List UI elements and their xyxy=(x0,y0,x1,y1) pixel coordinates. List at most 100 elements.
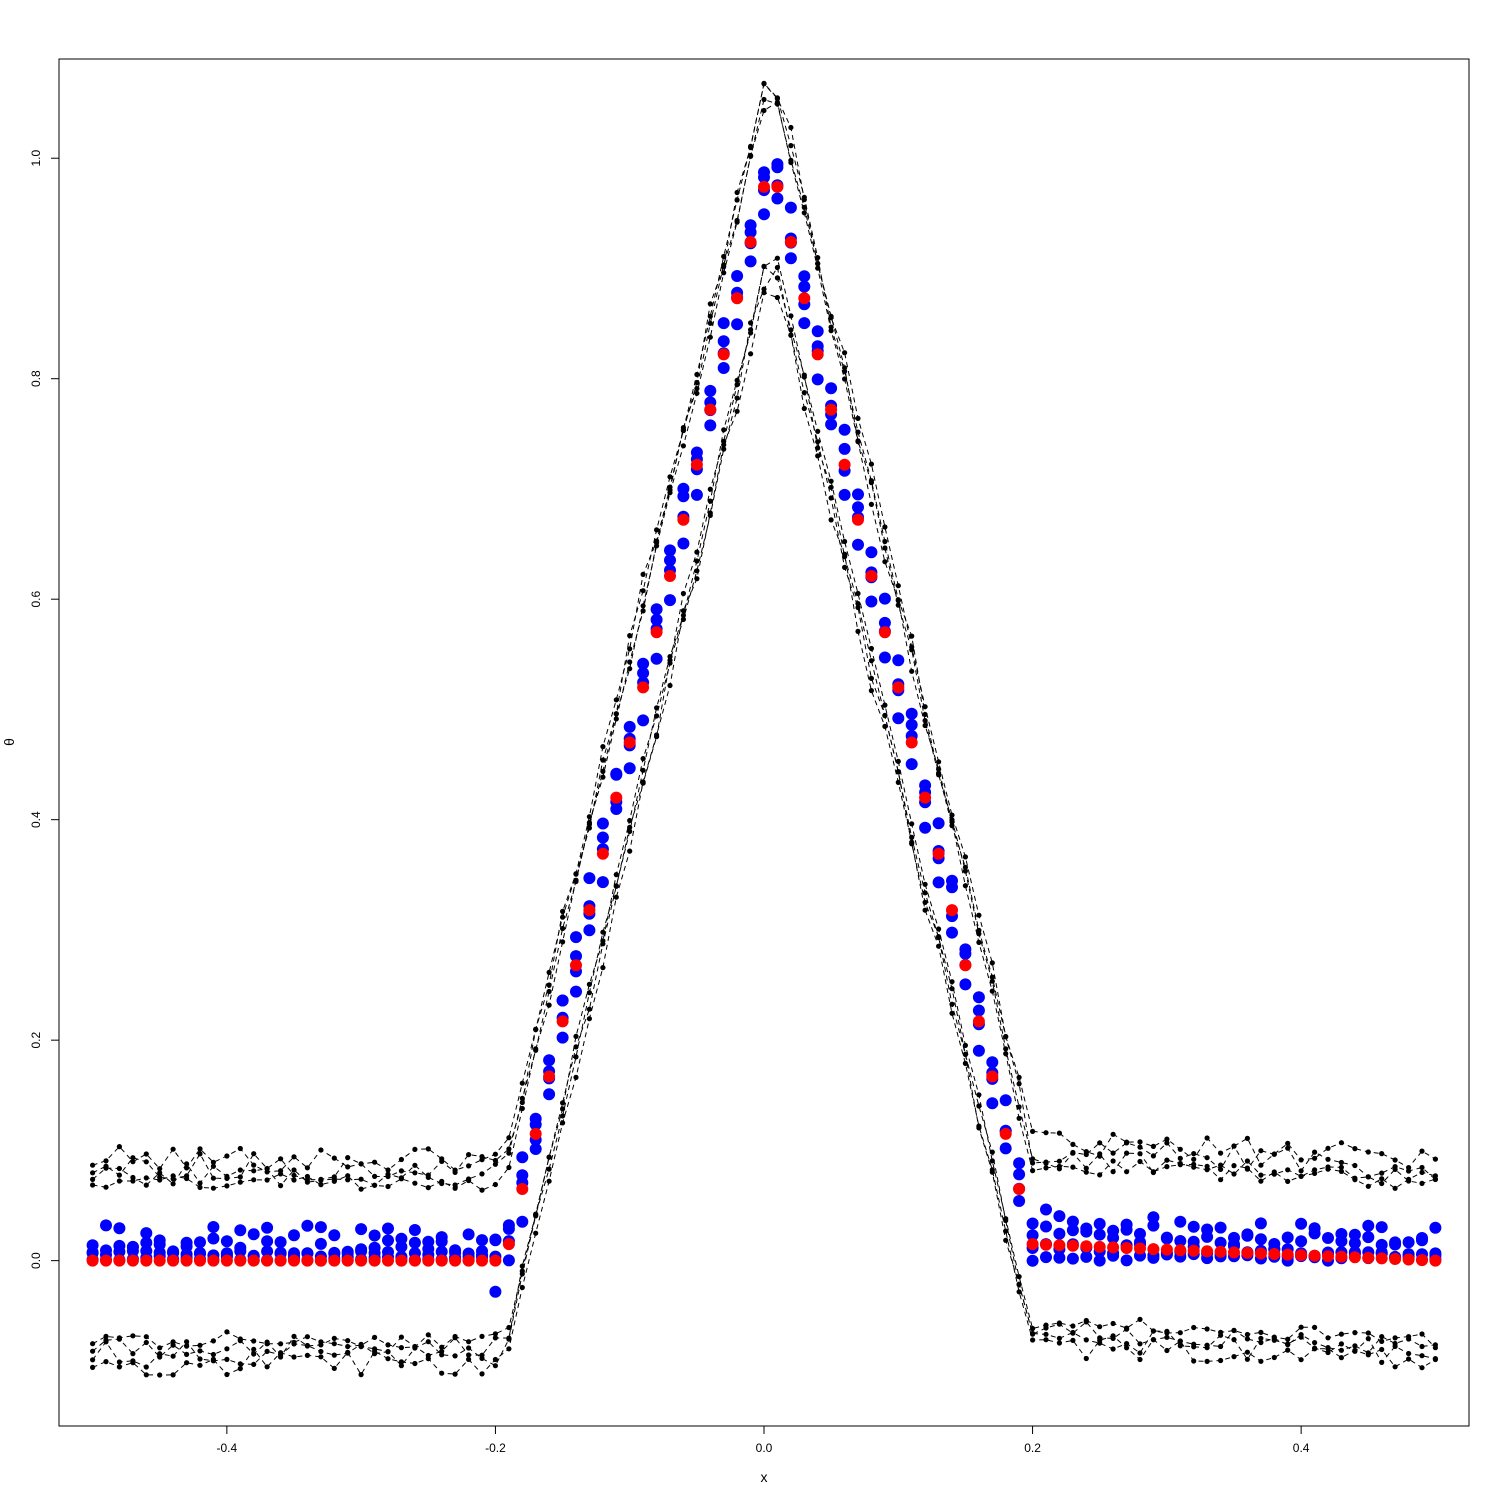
band-point xyxy=(1124,1326,1130,1332)
band-point xyxy=(1338,1331,1344,1337)
band-point xyxy=(398,1168,404,1174)
band-point xyxy=(331,1155,337,1161)
band-point xyxy=(1150,1143,1156,1149)
band-point xyxy=(788,327,794,333)
band-point xyxy=(895,583,901,589)
band-point xyxy=(721,427,727,433)
true-point xyxy=(1375,1252,1388,1265)
band-point xyxy=(882,712,888,718)
band-point xyxy=(1083,1165,1089,1171)
band-point xyxy=(358,1372,364,1378)
estimate-point xyxy=(596,831,609,844)
true-point xyxy=(1174,1244,1187,1257)
band-point xyxy=(560,939,566,945)
x-tick-label: 0.4 xyxy=(1293,1441,1310,1455)
band-point xyxy=(398,1345,404,1351)
band-point xyxy=(412,1180,418,1186)
band-point xyxy=(761,263,767,269)
band-point xyxy=(1070,1329,1076,1336)
true-point xyxy=(1228,1246,1240,1259)
true-point xyxy=(1281,1248,1294,1261)
x-tick-label: 0.2 xyxy=(1024,1441,1041,1455)
estimate-point xyxy=(677,482,690,495)
estimate-point xyxy=(234,1224,247,1237)
true-point xyxy=(650,626,663,639)
band-point xyxy=(210,1159,216,1165)
estimate-point xyxy=(704,419,717,432)
true-point xyxy=(1254,1247,1267,1260)
band-point xyxy=(560,1120,566,1126)
band-point xyxy=(640,571,646,578)
band-point xyxy=(1218,1343,1224,1350)
estimate-point xyxy=(1295,1235,1308,1248)
band-point xyxy=(600,929,606,935)
band-point xyxy=(1124,1140,1130,1146)
estimate-point xyxy=(717,317,730,330)
estimate-point xyxy=(1335,1235,1348,1248)
estimate-point xyxy=(932,876,945,889)
estimate-point xyxy=(194,1236,206,1249)
estimate-point xyxy=(1308,1222,1321,1235)
band-point xyxy=(90,1162,96,1168)
band-point xyxy=(1083,1169,1089,1175)
estimate-point xyxy=(758,208,770,221)
band-point xyxy=(479,1371,485,1377)
band-point xyxy=(1177,1162,1183,1168)
true-point xyxy=(422,1254,435,1267)
band-point xyxy=(237,1361,243,1367)
band-point xyxy=(976,939,982,946)
band-point xyxy=(143,1151,149,1157)
estimate-point xyxy=(1174,1215,1187,1228)
band-point xyxy=(197,1184,203,1190)
band-point xyxy=(1379,1334,1385,1340)
band-point xyxy=(868,688,875,694)
true-curve-points-layer xyxy=(86,180,1442,1267)
true-point xyxy=(382,1254,394,1267)
band-point xyxy=(291,1354,297,1360)
band-point xyxy=(842,376,848,382)
band-point xyxy=(936,926,942,932)
true-point xyxy=(529,1127,542,1140)
estimate-point xyxy=(153,1238,166,1251)
estimate-point xyxy=(717,362,730,374)
band-point xyxy=(962,1051,969,1057)
band-point xyxy=(210,1338,216,1344)
band-point xyxy=(855,628,861,635)
band-point xyxy=(613,894,619,900)
band-point xyxy=(734,189,740,196)
estimate-point xyxy=(1120,1254,1133,1267)
estimate-point xyxy=(1362,1231,1375,1244)
estimate-point xyxy=(570,931,582,944)
band-point xyxy=(372,1182,378,1188)
band-upper-line xyxy=(92,82,1436,1181)
band-point xyxy=(1150,1328,1156,1334)
band-point xyxy=(1070,1141,1076,1147)
true-point xyxy=(919,791,932,804)
estimate-point xyxy=(1147,1251,1160,1264)
band-point xyxy=(130,1159,136,1165)
band-point xyxy=(627,828,633,835)
band-point xyxy=(1258,1172,1264,1178)
band-point xyxy=(936,759,942,765)
band-point xyxy=(398,1176,404,1182)
estimate-point xyxy=(207,1221,220,1233)
band-point xyxy=(492,1181,498,1188)
band-point xyxy=(936,766,942,772)
band-point xyxy=(197,1151,203,1157)
band-point xyxy=(157,1166,163,1172)
band-point xyxy=(949,1001,955,1007)
band-point xyxy=(868,645,875,652)
true-point xyxy=(1268,1248,1281,1260)
band-point xyxy=(828,328,834,334)
band-point xyxy=(1137,1139,1143,1145)
band-point xyxy=(1338,1347,1344,1353)
estimate-point xyxy=(261,1235,274,1248)
band-point xyxy=(157,1177,163,1183)
true-point xyxy=(261,1254,274,1267)
band-point xyxy=(1164,1140,1170,1146)
band-point xyxy=(667,490,673,496)
true-point xyxy=(704,403,717,416)
band-point xyxy=(197,1180,203,1186)
estimate-point xyxy=(234,1245,247,1258)
band-point xyxy=(291,1172,297,1178)
